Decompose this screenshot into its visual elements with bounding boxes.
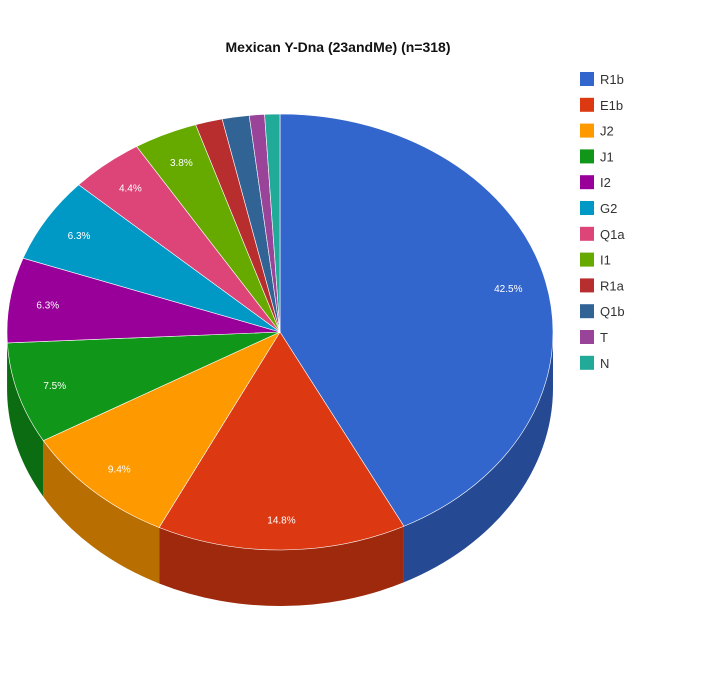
slice-wall-e1b xyxy=(159,526,404,606)
slice-r1b[interactable] xyxy=(279,113,554,527)
legend-label-t: T xyxy=(600,330,608,345)
legend-item-r1a[interactable]: R1a xyxy=(580,278,625,293)
legend-item-e1b[interactable]: E1b xyxy=(580,97,623,113)
legend-label-i1: I1 xyxy=(600,253,611,268)
slice-j2[interactable] xyxy=(42,331,281,528)
legend-swatch-i1 xyxy=(580,252,594,267)
legend-item-i1[interactable]: I1 xyxy=(580,252,611,268)
legend-label-i2: I2 xyxy=(600,175,611,190)
legend-swatch-q1a xyxy=(580,226,594,241)
legend-label-e1b: E1b xyxy=(600,98,623,113)
legend-swatch-i2 xyxy=(580,175,594,190)
slice-j1[interactable] xyxy=(7,331,281,441)
legend-item-g2[interactable]: G2 xyxy=(580,201,617,216)
legend-swatch-e1b xyxy=(580,97,594,112)
slice-label-j2: 9.4% xyxy=(108,465,131,476)
legend-swatch-j1 xyxy=(580,149,594,164)
legend-label-q1b: Q1b xyxy=(600,304,625,319)
slice-label-r1b: 42.5% xyxy=(494,284,522,295)
slice-labels: 42.5% 14.8% 9.4% 7.5% 6.3% 6.3% 4.4% 3.8% xyxy=(36,158,522,527)
slice-label-j1: 7.5% xyxy=(43,381,66,392)
chart-title: Mexican Y-Dna (23andMe) (n=318) xyxy=(226,39,451,55)
legend-item-t[interactable]: T xyxy=(580,330,608,345)
legend-label-g2: G2 xyxy=(600,201,617,216)
legend-label-r1a: R1a xyxy=(600,278,625,293)
legend-label-j1: J1 xyxy=(600,149,614,164)
legend-item-i2[interactable]: I2 xyxy=(580,175,611,190)
slice-label-q1a: 4.4% xyxy=(119,184,142,195)
legend-swatch-n xyxy=(580,355,594,370)
legend-item-q1a[interactable]: Q1a xyxy=(580,226,625,242)
legend-label-r1b: R1b xyxy=(600,72,624,87)
legend-item-r1b[interactable]: R1b xyxy=(580,72,624,87)
pie-slices xyxy=(6,113,554,551)
legend-label-j2: J2 xyxy=(600,124,614,139)
slice-label-i2: 6.3% xyxy=(36,300,59,311)
slice-label-g2: 6.3% xyxy=(68,231,91,242)
pie-walls xyxy=(7,332,553,606)
legend-swatch-r1b xyxy=(580,72,594,86)
slice-label-i1: 3.8% xyxy=(170,158,193,169)
legend-swatch-g2 xyxy=(580,201,594,215)
legend-swatch-t xyxy=(580,330,594,344)
legend-swatch-j2 xyxy=(580,123,594,138)
slice-label-e1b: 14.8% xyxy=(267,515,295,526)
slice-n[interactable] xyxy=(264,113,281,333)
legend-label-n: N xyxy=(600,356,609,371)
legend-item-n[interactable]: N xyxy=(580,355,609,371)
slice-wall-j2 xyxy=(43,440,160,584)
legend-item-j2[interactable]: J2 xyxy=(580,123,614,139)
slice-wall-r1b xyxy=(403,332,553,583)
slice-wall-j1 xyxy=(7,342,44,497)
slice-e1b[interactable] xyxy=(158,331,405,551)
legend-swatch-r1a xyxy=(580,278,594,293)
legend-label-q1a: Q1a xyxy=(600,227,625,242)
legend-item-q1b[interactable]: Q1b xyxy=(580,304,625,319)
legend-item-j1[interactable]: J1 xyxy=(580,149,614,164)
legend-swatch-q1b xyxy=(580,304,594,319)
legend: R1b E1b J2 J1 I2 G2 Q1a I1 R1a Q1b TN xyxy=(580,72,625,371)
